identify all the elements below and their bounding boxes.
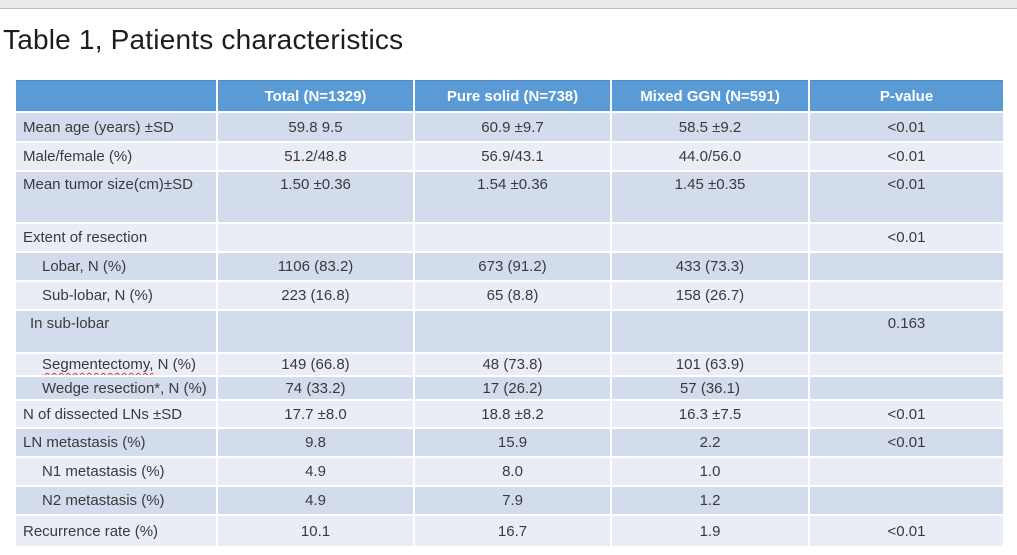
row-label: Recurrence rate (%) bbox=[16, 516, 216, 546]
row-label: Mean age (years) ±SD bbox=[16, 113, 216, 141]
row-label: N1 metastasis (%) bbox=[16, 458, 216, 485]
table-cell: 673 (91.2) bbox=[415, 253, 610, 280]
table-cell: <0.01 bbox=[810, 516, 1003, 546]
table-cell: 56.9/43.1 bbox=[415, 143, 610, 170]
table-cell: 44.0/56.0 bbox=[612, 143, 808, 170]
header-cell: Pure solid (N=738) bbox=[415, 80, 610, 111]
table-cell: 17.7 ±8.0 bbox=[218, 401, 413, 427]
table-cell: 1.54 ±0.36 bbox=[415, 172, 610, 222]
table-row: In sub-lobar 0.163 bbox=[16, 311, 1003, 352]
row-label: In sub-lobar bbox=[16, 311, 216, 352]
table-cell: 4.9 bbox=[218, 487, 413, 514]
table-cell: 18.8 ±8.2 bbox=[415, 401, 610, 427]
table-cell: <0.01 bbox=[810, 224, 1003, 251]
table-cell bbox=[612, 224, 808, 251]
table-row: Mean age (years) ±SD 59.8 9.5 60.9 ±9.7 58.… bbox=[16, 113, 1003, 141]
table-cell: 9.8 bbox=[218, 429, 413, 456]
table-cell bbox=[218, 224, 413, 251]
table-row: Mean tumor size(cm)±SD 1.50 ±0.36 1.54 ±0.… bbox=[16, 172, 1003, 222]
table-row: N of dissected LNs ±SD 17.7 ±8.0 18.8 ±8.2… bbox=[16, 401, 1003, 427]
table-cell bbox=[810, 282, 1003, 309]
header-cell-empty bbox=[16, 80, 216, 111]
table-cell: 0.163 bbox=[810, 311, 1003, 352]
table-cell: 223 (16.8) bbox=[218, 282, 413, 309]
table-cell: 158 (26.7) bbox=[612, 282, 808, 309]
table-cell: <0.01 bbox=[810, 143, 1003, 170]
table-cell: 4.9 bbox=[218, 458, 413, 485]
table-row: Lobar, N (%) 1106 (83.2) 673 (91.2) 433 (73… bbox=[16, 253, 1003, 280]
table-cell: 48 (73.8) bbox=[415, 354, 610, 375]
page-title: Table 1, Patients characteristics bbox=[3, 24, 404, 55]
table-cell bbox=[810, 354, 1003, 375]
header-cell: Total (N=1329) bbox=[218, 80, 413, 111]
table-cell: 51.2/48.8 bbox=[218, 143, 413, 170]
table-cell: 15.9 bbox=[415, 429, 610, 456]
table-cell: 433 (73.3) bbox=[612, 253, 808, 280]
table-row: Recurrence rate (%) 10.1 16.7 1.9 <0.01 bbox=[16, 516, 1003, 546]
table-cell bbox=[810, 377, 1003, 399]
table-cell bbox=[810, 253, 1003, 280]
table-cell: 7.9 bbox=[415, 487, 610, 514]
table-cell: 65 (8.8) bbox=[415, 282, 610, 309]
table-cell bbox=[415, 224, 610, 251]
table-cell: <0.01 bbox=[810, 401, 1003, 427]
table-cell: 101 (63.9) bbox=[612, 354, 808, 375]
table-cell: 1.9 bbox=[612, 516, 808, 546]
table-row: Wedge resection*, N (%) 74 (33.2) 17 (26.2… bbox=[16, 377, 1003, 399]
table-cell: 149 (66.8) bbox=[218, 354, 413, 375]
table-cell: 58.5 ±9.2 bbox=[612, 113, 808, 141]
table-cell: 17 (26.2) bbox=[415, 377, 610, 399]
table-cell bbox=[612, 311, 808, 352]
table-cell: 1.2 bbox=[612, 487, 808, 514]
table-cell: 8.0 bbox=[415, 458, 610, 485]
row-label: Lobar, N (%) bbox=[16, 253, 216, 280]
row-label: Sub-lobar, N (%) bbox=[16, 282, 216, 309]
row-label: Wedge resection*, N (%) bbox=[16, 377, 216, 399]
row-label: Mean tumor size(cm)±SD bbox=[16, 172, 216, 222]
row-label: N of dissected LNs ±SD bbox=[16, 401, 216, 427]
row-label: Male/female (%) bbox=[16, 143, 216, 170]
table-row: Segmentectomy, N (%) 149 (66.8) 48 (73.8) 1… bbox=[16, 354, 1003, 375]
misspelled-word: Segmentectomy, bbox=[42, 356, 154, 373]
table-header-row: Total (N=1329) Pure solid (N=738) Mixed GG… bbox=[16, 80, 1003, 111]
table-cell: 74 (33.2) bbox=[218, 377, 413, 399]
table-cell: 2.2 bbox=[612, 429, 808, 456]
table-cell: 1.50 ±0.36 bbox=[218, 172, 413, 222]
row-label: N2 metastasis (%) bbox=[16, 487, 216, 514]
table-row: Sub-lobar, N (%) 223 (16.8) 65 (8.8) 158 (2… bbox=[16, 282, 1003, 309]
table-row: LN metastasis (%) 9.8 15.9 2.2 <0.01 bbox=[16, 429, 1003, 456]
table-body: Mean age (years) ±SD 59.8 9.5 60.9 ±9.7 58.… bbox=[16, 113, 1003, 546]
table-row: N2 metastasis (%) 4.9 7.9 1.2 bbox=[16, 487, 1003, 514]
table-cell: 1.0 bbox=[612, 458, 808, 485]
table-cell bbox=[218, 311, 413, 352]
table-cell: 10.1 bbox=[218, 516, 413, 546]
row-label: Segmentectomy, N (%) bbox=[16, 354, 216, 375]
table-row: N1 metastasis (%) 4.9 8.0 1.0 bbox=[16, 458, 1003, 485]
table-row: Male/female (%) 51.2/48.8 56.9/43.1 44.0/56… bbox=[16, 143, 1003, 170]
table-cell bbox=[810, 458, 1003, 485]
table-cell: 16.3 ±7.5 bbox=[612, 401, 808, 427]
table-cell: <0.01 bbox=[810, 429, 1003, 456]
patients-characteristics-table: Total (N=1329) Pure solid (N=738) Mixed GG… bbox=[14, 78, 1005, 548]
table-cell: 60.9 ±9.7 bbox=[415, 113, 610, 141]
header-cell: Mixed GGN (N=591) bbox=[612, 80, 808, 111]
table-cell bbox=[415, 311, 610, 352]
table-cell: 1106 (83.2) bbox=[218, 253, 413, 280]
row-label: Extent of resection bbox=[16, 224, 216, 251]
table-row: Extent of resection <0.01 bbox=[16, 224, 1003, 251]
table-cell: <0.01 bbox=[810, 172, 1003, 222]
table-cell: <0.01 bbox=[810, 113, 1003, 141]
table-cell: 57 (36.1) bbox=[612, 377, 808, 399]
table-cell: 16.7 bbox=[415, 516, 610, 546]
table-cell bbox=[810, 487, 1003, 514]
window-top-bar bbox=[0, 0, 1017, 9]
table-cell: 1.45 ±0.35 bbox=[612, 172, 808, 222]
header-cell: P-value bbox=[810, 80, 1003, 111]
row-label: LN metastasis (%) bbox=[16, 429, 216, 456]
table-cell: 59.8 9.5 bbox=[218, 113, 413, 141]
data-table: Total (N=1329) Pure solid (N=738) Mixed GG… bbox=[14, 78, 1005, 548]
